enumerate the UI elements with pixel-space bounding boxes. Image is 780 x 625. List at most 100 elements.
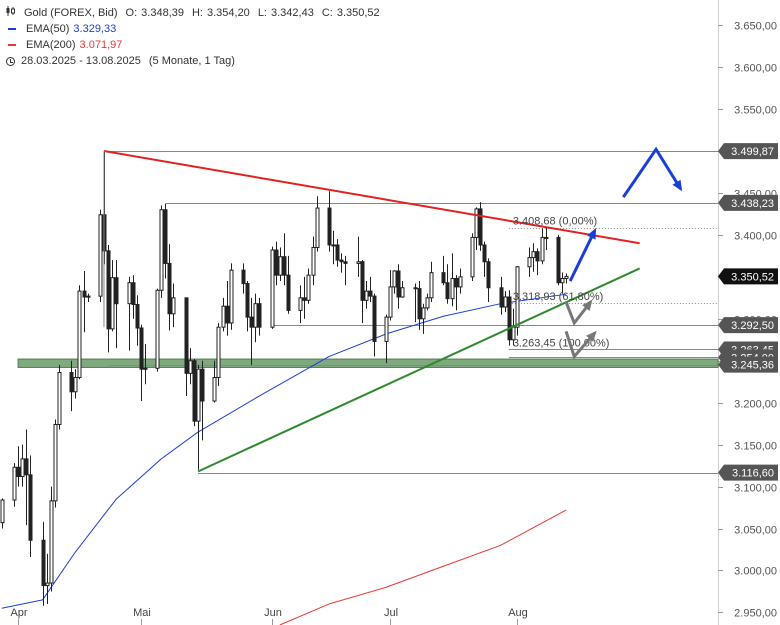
candle-body [82, 290, 87, 298]
candle-body [429, 272, 434, 299]
candle [221, 297, 226, 332]
candle-body [196, 368, 201, 422]
chart-legend: Gold (FOREX, Bid) O: 3.348,39 H: 3.354,2… [6, 5, 380, 69]
candle [24, 429, 29, 526]
candle [45, 553, 50, 605]
candle-body [139, 327, 144, 370]
candle [110, 260, 115, 332]
candle [241, 263, 246, 294]
candle [135, 295, 140, 346]
candle-body [527, 257, 532, 268]
candle-body [114, 277, 119, 305]
candle-body [167, 262, 172, 315]
level-price-tag: 3.116,60 [718, 464, 778, 481]
candle [16, 446, 21, 487]
candle [429, 261, 434, 303]
candle [274, 241, 279, 286]
x-tick-label: Jun [264, 607, 282, 619]
low-value: 3.342,43 [271, 7, 314, 19]
price-tag-label: 3.245,36 [731, 360, 774, 372]
candle-body [49, 500, 54, 584]
candle-body [515, 266, 520, 328]
candle-body [41, 539, 46, 587]
candle [212, 360, 217, 403]
candle-body [356, 261, 361, 264]
candle-body [531, 251, 536, 259]
candle [127, 276, 132, 351]
candle [106, 244, 111, 353]
ema50-line [1, 293, 567, 609]
candle [531, 243, 536, 272]
x-tick-label: Mai [133, 607, 151, 619]
candle [560, 272, 565, 294]
candle-body [188, 360, 193, 374]
close-label: C: [321, 7, 333, 19]
candle [384, 314, 389, 364]
candle [360, 260, 365, 323]
candle-body [450, 278, 455, 300]
candle [77, 285, 82, 380]
candle-body [413, 287, 418, 290]
y-tick-label: 3.000,00 [734, 566, 777, 578]
candle-body [302, 297, 307, 301]
candle-body [441, 272, 446, 284]
level-price-tag: 3.245,36 [718, 356, 778, 373]
candle-body [306, 274, 311, 301]
candle [470, 233, 475, 282]
candle-body [28, 474, 33, 541]
candle [114, 260, 119, 349]
candle-body [221, 305, 226, 328]
candle-body [163, 209, 168, 264]
candle [188, 348, 193, 385]
candle [249, 297, 254, 365]
candle-body [368, 290, 373, 297]
price-tag-label: 3.350,52 [731, 271, 774, 283]
candle [155, 288, 160, 372]
candle-body [245, 283, 250, 318]
candlestick-icon [6, 5, 18, 21]
candle-body [0, 499, 5, 524]
candle [564, 273, 569, 284]
candle-body [335, 244, 340, 261]
candle-body [315, 207, 320, 248]
candle [368, 276, 373, 303]
candle [139, 324, 144, 402]
price-tag-label: 3.499,87 [731, 146, 774, 158]
candle-body [216, 326, 221, 379]
candle-body [556, 236, 561, 284]
candle [20, 444, 25, 487]
candle [482, 241, 487, 277]
candle-body [499, 287, 504, 308]
high-value: 3.354,20 [206, 7, 250, 19]
candle-body [343, 261, 348, 264]
candle [143, 343, 148, 385]
candle-body [184, 297, 189, 374]
candle [216, 322, 221, 386]
candle-body [274, 249, 279, 276]
candle-body [507, 296, 512, 341]
ema200-label: EMA(200) [26, 39, 76, 51]
price-tag-label: 3.438,23 [731, 198, 774, 210]
candle-body [282, 256, 287, 276]
candle-body [560, 278, 565, 284]
y-tick-label: 3.600,00 [734, 63, 777, 75]
candle [225, 281, 230, 336]
candle [86, 293, 91, 303]
candle-body [540, 236, 545, 262]
candle [278, 247, 283, 282]
candle-body [24, 458, 29, 476]
close-value: 3.350,52 [336, 7, 380, 19]
y-tick-label: 3.050,00 [734, 525, 777, 537]
candle [556, 234, 561, 286]
scenario-arrow [568, 230, 597, 282]
candle [400, 281, 405, 298]
date-range: 28.03.2025 - 13.08.2025 [21, 55, 141, 67]
low-label: L: [257, 7, 267, 19]
ema50-value: 3.329,33 [73, 23, 117, 35]
candle [339, 253, 344, 273]
ema200-line [279, 509, 567, 625]
candle-body [77, 290, 82, 379]
candle-body [73, 377, 78, 393]
candle-body [270, 249, 275, 328]
